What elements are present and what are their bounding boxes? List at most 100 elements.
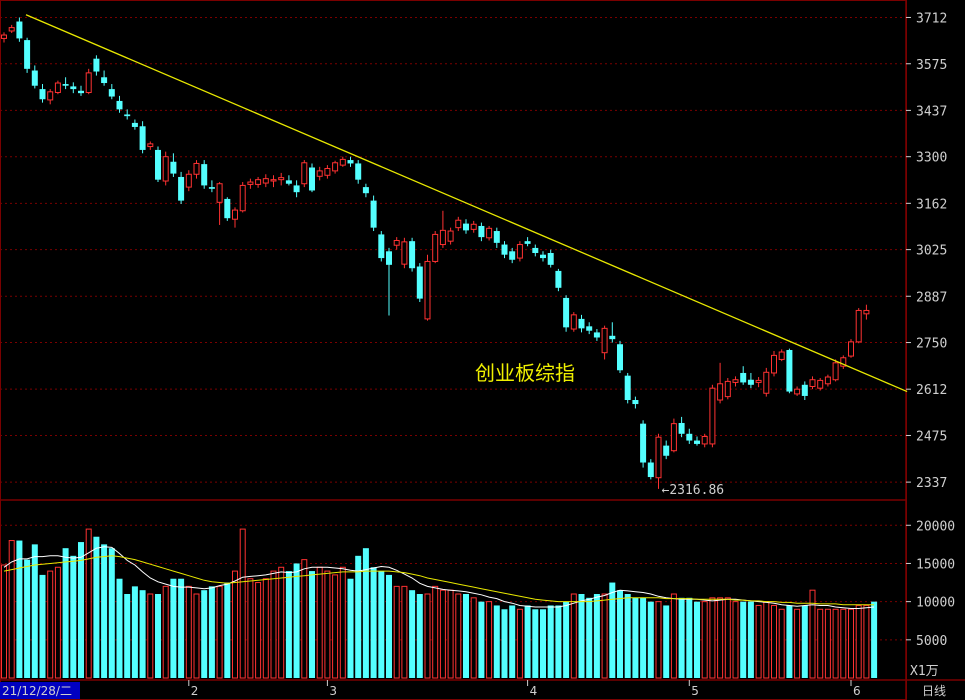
candle-body: [178, 176, 185, 201]
price-tick-label: 2475: [916, 429, 947, 444]
volume-bar: [24, 559, 31, 678]
volume-bar: [493, 605, 500, 678]
candle: [409, 237, 416, 272]
candle: [717, 362, 724, 404]
candle: [493, 227, 500, 248]
candle: [124, 109, 131, 120]
volume-bar: [832, 608, 839, 679]
candle-body: [601, 327, 608, 354]
candle-body: [339, 158, 346, 166]
candle-body: [701, 435, 708, 445]
candle: [16, 17, 23, 42]
volume-bar: [686, 597, 693, 678]
volume-bar: [439, 589, 446, 679]
volume-bar: [362, 548, 369, 678]
candle-body: [301, 162, 308, 185]
candle-body: [54, 82, 61, 93]
candle-body: [270, 179, 277, 182]
first-date-label: 21/12/28/二: [2, 684, 72, 698]
volume-bar: [601, 593, 608, 679]
candle: [501, 241, 508, 259]
volume-bar: [432, 585, 439, 679]
candle-body: [655, 436, 662, 479]
volume-tick-label: 5000: [916, 634, 947, 649]
volume-bar: [547, 605, 554, 678]
price-gridlines: 3712 3575 3437 3300 3162 3025 2887 2750 2612 2475…: [0, 11, 947, 491]
price-tick-label: 2750: [916, 337, 947, 352]
volume-bar: [185, 585, 192, 679]
volume-bar: [794, 608, 801, 679]
candle: [401, 237, 408, 269]
volume-bar: [155, 594, 161, 678]
volume-tick-label: 15000: [916, 557, 955, 572]
candle-body: [617, 344, 623, 371]
candle-body: [478, 225, 485, 238]
candle: [201, 160, 208, 189]
volume-bar: [124, 594, 131, 678]
candle: [155, 146, 161, 183]
volume-bar: [778, 608, 785, 679]
first-date-highlight: [0, 682, 80, 699]
volume-bar: [39, 574, 46, 678]
candle: [101, 70, 108, 86]
candle: [108, 84, 115, 100]
candle-body: [432, 233, 439, 262]
candle-body: [324, 168, 331, 176]
volume-bar: [840, 608, 847, 679]
candle-body: [732, 379, 739, 383]
candle-body: [747, 379, 754, 385]
candle-body: [78, 90, 84, 94]
candle-body: [116, 100, 123, 110]
candle: [617, 340, 623, 373]
candle: [362, 183, 369, 198]
volume-bar: [116, 578, 123, 678]
volume-bar: [540, 609, 546, 678]
candle: [524, 237, 531, 247]
volume-bar: [817, 608, 824, 679]
volume-bar: [848, 608, 854, 679]
candle-body: [147, 143, 154, 148]
volume-bar: [516, 608, 523, 679]
volume-bar: [663, 605, 670, 678]
volume-bar: [247, 578, 254, 679]
candle-body: [378, 234, 385, 259]
volume-bar: [78, 542, 84, 678]
period-label: 日线: [922, 684, 946, 698]
candle-body: [848, 341, 854, 357]
candle-body: [463, 223, 469, 231]
candle: [516, 241, 523, 262]
candle: [855, 308, 862, 344]
candle-body: [709, 387, 716, 445]
candle: [694, 436, 700, 446]
candle: [486, 225, 493, 241]
volume-bar: [239, 528, 246, 679]
volume-bar: [54, 566, 61, 679]
volume-bar: [370, 567, 377, 678]
volume-bar: [724, 597, 731, 679]
candle: [347, 156, 354, 167]
candle-body: [771, 354, 777, 374]
volume-bar: [863, 604, 870, 679]
candle: [54, 80, 61, 95]
candle-body: [570, 314, 577, 330]
candle-body: [131, 122, 138, 127]
candle-body: [162, 156, 169, 182]
candle: [47, 89, 54, 105]
candle-body: [647, 462, 654, 478]
candle-body: [809, 379, 816, 387]
volume-bar: [632, 597, 639, 678]
candle: [24, 37, 31, 73]
candle-body: [309, 167, 315, 191]
candle: [1, 32, 7, 43]
candle: [463, 219, 469, 234]
candle: [640, 420, 647, 468]
candle: [547, 249, 554, 268]
volume-bar: [232, 570, 238, 679]
candle-body: [193, 162, 200, 175]
volume-bar: [85, 528, 92, 679]
volume-bar: [401, 585, 408, 679]
volume-bar: [347, 578, 354, 678]
trendline: [25, 14, 908, 393]
candle: [778, 349, 785, 362]
